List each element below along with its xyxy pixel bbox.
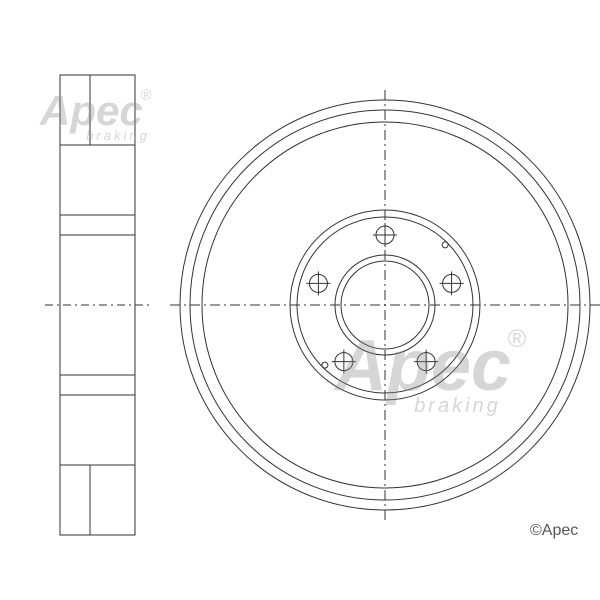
copyright-text: ©Apec — [530, 522, 578, 539]
profile-view — [45, 75, 150, 535]
svg-text:®: ® — [141, 88, 152, 104]
svg-text:Apec: Apec — [39, 87, 143, 134]
svg-text:®: ® — [508, 325, 527, 353]
svg-text:Apec: Apec — [333, 326, 511, 406]
watermark-logo: Apec® braking — [39, 87, 152, 143]
svg-text:braking: braking — [414, 395, 501, 417]
face-view — [170, 90, 600, 520]
watermark-logo: Apec® braking — [333, 325, 527, 417]
svg-text:braking: braking — [86, 128, 150, 143]
technical-drawing: Apec®brakingApec®braking©Apec — [0, 0, 600, 600]
